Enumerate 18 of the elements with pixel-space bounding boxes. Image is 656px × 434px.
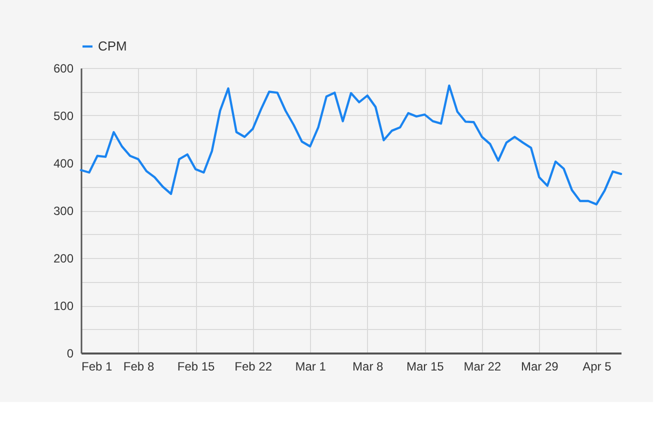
y-tick-label: 400 (53, 156, 74, 170)
y-tick-label: 500 (53, 109, 74, 123)
x-tick-label: Mar 15 (406, 360, 444, 374)
y-tick-label: 200 (53, 252, 74, 266)
x-tick-label: Mar 29 (521, 360, 559, 374)
x-tick-label: Feb 15 (177, 360, 216, 374)
x-tick-label: Feb 1 (82, 360, 113, 374)
y-tick-label: 600 (53, 62, 74, 76)
y-tick-label: 100 (53, 299, 74, 313)
x-tick-label: Apr 5 (582, 360, 612, 374)
x-tick-label: Feb 22 (234, 360, 272, 374)
y-tick-label: 0 (66, 346, 74, 360)
x-tick-label: Feb 8 (123, 360, 154, 374)
y-tick-label: 300 (53, 204, 74, 218)
legend-label: CPM (98, 38, 127, 54)
x-tick-label: Mar 8 (352, 360, 384, 374)
x-tick-label: Mar 1 (295, 360, 326, 374)
x-tick-label: Mar 22 (464, 360, 502, 374)
